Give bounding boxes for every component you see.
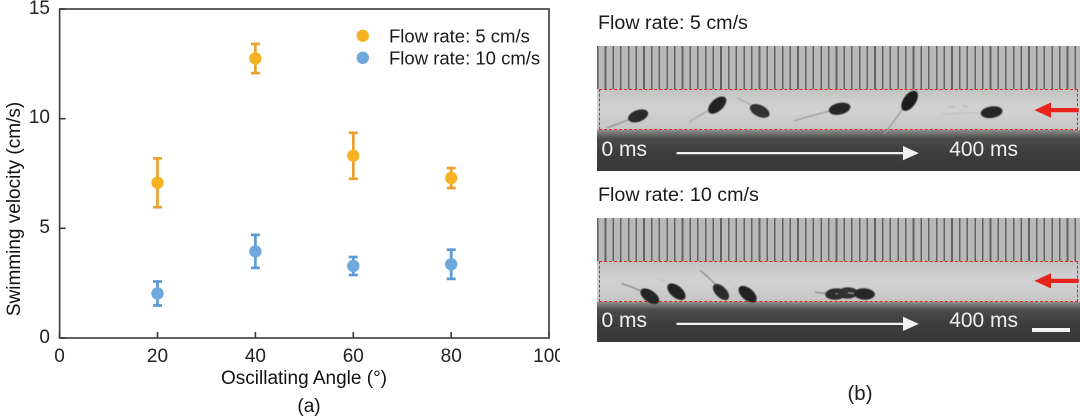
svg-text:Swimming velocity (cm/s): Swimming velocity (cm/s) xyxy=(4,102,25,316)
svg-text:Flow rate: 10 cm/s: Flow rate: 10 cm/s xyxy=(389,48,540,69)
svg-text:Oscillating Angle (°): Oscillating Angle (°) xyxy=(221,368,387,389)
svg-text:Flow rate: 5 cm/s: Flow rate: 5 cm/s xyxy=(389,26,530,47)
svg-text:(a): (a) xyxy=(297,396,320,417)
svg-text:10: 10 xyxy=(29,107,50,128)
svg-text:80: 80 xyxy=(441,346,462,367)
svg-text:20: 20 xyxy=(147,346,168,367)
svg-text:100: 100 xyxy=(533,346,560,367)
svg-text:60: 60 xyxy=(343,346,364,367)
svg-text:40: 40 xyxy=(245,346,266,367)
svg-text:0: 0 xyxy=(54,346,65,367)
svg-text:0: 0 xyxy=(39,327,50,348)
svg-text:5: 5 xyxy=(39,217,50,238)
svg-text:15: 15 xyxy=(29,0,50,19)
